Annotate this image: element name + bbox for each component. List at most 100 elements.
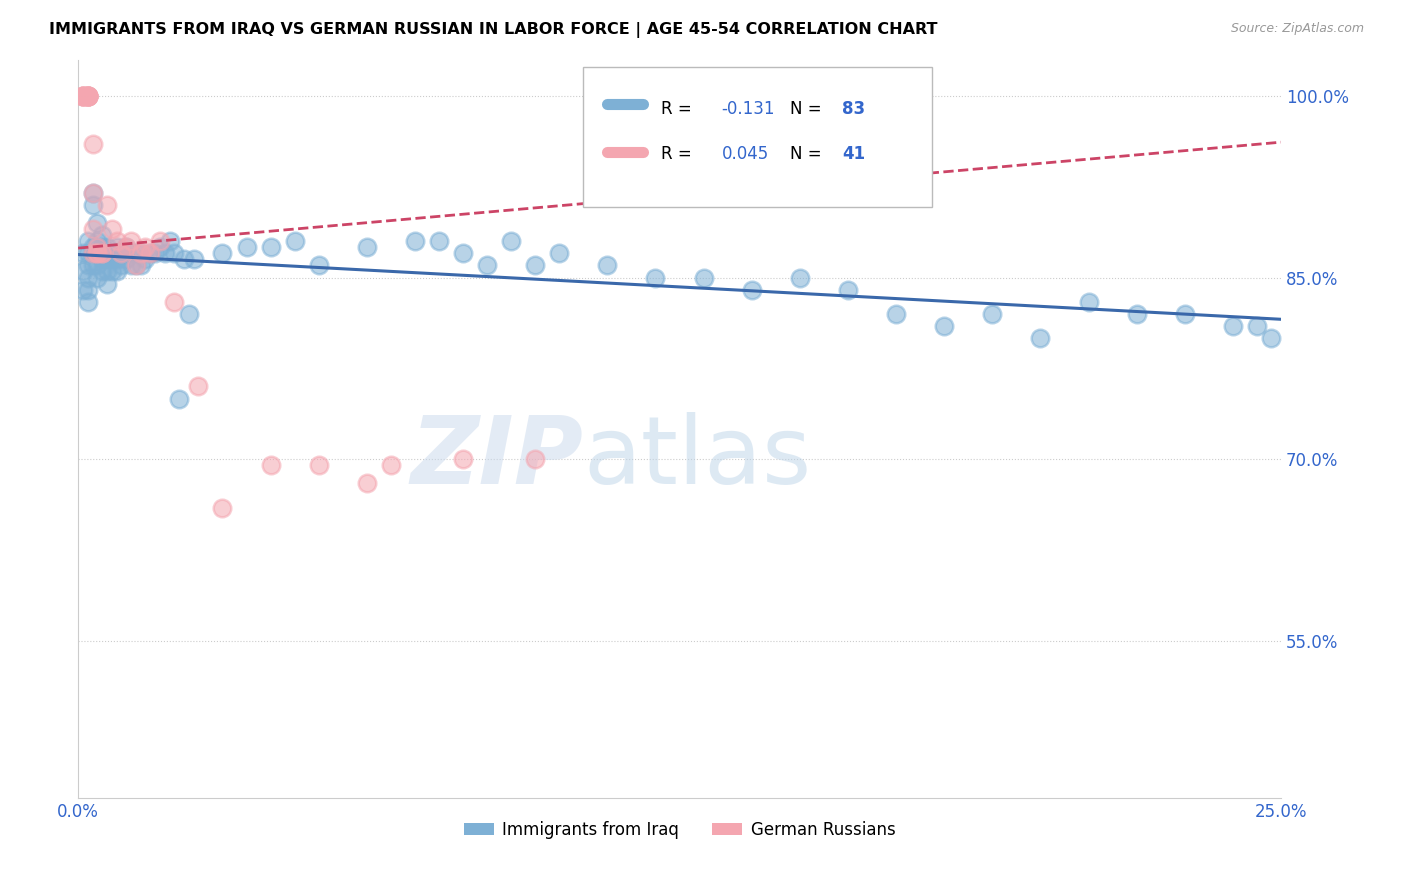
Point (741, 283, 763, 297)
Text: ZIP: ZIP (411, 412, 583, 504)
Point (86, 240, 108, 254)
Point (76, 270, 98, 285)
Point (183, 252, 205, 267)
Point (82, 259, 104, 273)
Point (475, 259, 498, 273)
Point (76, 89, 98, 103)
Point (86, 246, 108, 260)
Point (356, 240, 378, 254)
Point (159, 234, 181, 248)
Point (101, 222, 124, 236)
Point (149, 240, 172, 254)
FancyBboxPatch shape (583, 67, 932, 207)
Point (259, 458, 281, 473)
Point (524, 452, 547, 467)
Point (96, 264, 118, 278)
Point (981, 307, 1004, 321)
Point (404, 234, 426, 248)
Point (91, 252, 114, 267)
Point (308, 259, 330, 273)
Text: N =: N = (790, 145, 823, 162)
Point (76, 89, 98, 103)
Text: 83: 83 (842, 100, 865, 119)
Text: R =: R = (661, 145, 697, 162)
Point (86, 246, 108, 260)
Point (72, 283, 94, 297)
Point (115, 240, 138, 254)
Point (1029, 331, 1052, 345)
Point (72, 246, 94, 260)
Point (884, 307, 907, 321)
Point (105, 252, 128, 267)
Point (356, 476, 378, 491)
Point (72, 264, 94, 278)
Point (76, 89, 98, 103)
Text: -0.131: -0.131 (721, 100, 775, 119)
Legend: Immigrants from Iraq, German Russians: Immigrants from Iraq, German Russians (457, 814, 903, 846)
Point (86, 234, 108, 248)
Point (644, 270, 666, 285)
Point (76, 89, 98, 103)
Point (76, 89, 98, 103)
Point (153, 246, 176, 260)
Point (82, 246, 104, 260)
Point (259, 240, 281, 254)
Point (72, 89, 94, 103)
Point (120, 246, 142, 260)
Point (91, 228, 114, 243)
Point (110, 259, 132, 273)
Point (86, 216, 108, 230)
Point (139, 246, 162, 260)
Point (105, 240, 128, 254)
Point (101, 252, 124, 267)
Point (101, 246, 124, 260)
Point (82, 246, 104, 260)
Point (1174, 307, 1197, 321)
Point (451, 452, 474, 467)
Point (91, 264, 114, 278)
Point (1222, 318, 1244, 333)
Point (96, 252, 118, 267)
Point (163, 294, 186, 309)
Point (134, 252, 156, 267)
Point (451, 246, 474, 260)
Point (82, 240, 104, 254)
Point (105, 264, 128, 278)
Point (427, 234, 450, 248)
Text: N =: N = (790, 100, 823, 119)
Point (129, 259, 152, 273)
Point (86, 270, 108, 285)
Point (129, 246, 152, 260)
Point (76, 246, 98, 260)
Point (125, 259, 148, 273)
Point (548, 246, 571, 260)
Text: IMMIGRANTS FROM IRAQ VS GERMAN RUSSIAN IN LABOR FORCE | AGE 45-54 CORRELATION CH: IMMIGRANTS FROM IRAQ VS GERMAN RUSSIAN I… (49, 22, 938, 38)
Point (72, 89, 94, 103)
Point (380, 458, 402, 473)
Point (501, 234, 523, 248)
Point (187, 379, 209, 393)
Point (76, 283, 98, 297)
Point (72, 89, 94, 103)
Point (76, 89, 98, 103)
Point (82, 186, 104, 200)
Point (125, 246, 148, 260)
Point (177, 307, 200, 321)
Point (82, 137, 104, 152)
Point (134, 240, 156, 254)
Point (82, 198, 104, 212)
Point (308, 458, 330, 473)
Point (1246, 318, 1268, 333)
Point (110, 246, 132, 260)
Point (211, 500, 233, 515)
Point (139, 246, 162, 260)
Point (91, 240, 114, 254)
Point (76, 259, 98, 273)
Text: 41: 41 (842, 145, 865, 162)
Point (173, 252, 195, 267)
Point (235, 240, 257, 254)
Point (120, 259, 142, 273)
Point (115, 252, 138, 267)
Text: atlas: atlas (583, 412, 811, 504)
Point (149, 234, 172, 248)
